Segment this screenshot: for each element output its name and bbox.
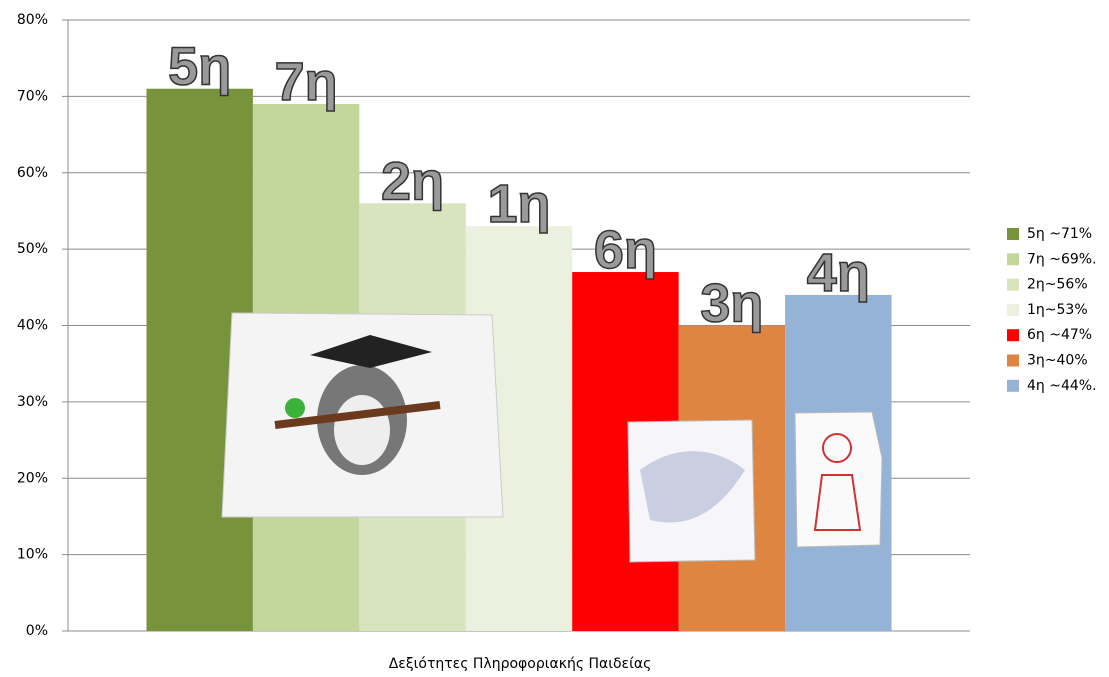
legend-label: 6η ~47% <box>1027 327 1092 343</box>
doctor-picture <box>794 411 883 548</box>
plot: 0% 10% 20% 30% 40% 50% 60% 70% 80% 5η 7η 2η 1η 6η 3η 4η <box>17 12 970 639</box>
branch <box>274 401 441 429</box>
y-tick-label: 20% <box>17 470 48 486</box>
legend-swatch <box>1007 329 1019 342</box>
legend-swatch <box>1007 354 1019 367</box>
owl-cap <box>310 335 432 368</box>
y-tick-label: 70% <box>17 88 48 104</box>
leaf <box>285 398 305 418</box>
x-axis-label: Δεξιότητες Πληροφοριακής Παιδείας <box>389 656 652 672</box>
bar-label: 6η <box>594 220 657 280</box>
y-tick-label: 0% <box>26 623 48 639</box>
legend-swatch <box>1007 228 1019 240</box>
legend-label: 5η ~71% <box>1027 226 1092 242</box>
legend-swatch <box>1007 379 1019 392</box>
legend-swatch <box>1007 278 1019 291</box>
legend-label: 2η~56% <box>1027 277 1088 293</box>
y-tick-label: 40% <box>17 318 48 334</box>
bar-label: 1η <box>487 174 550 234</box>
pictures <box>221 312 883 563</box>
legend-label: 3η~40% <box>1027 353 1088 369</box>
bar-label: 2η <box>381 151 444 211</box>
doctor-head <box>822 433 852 463</box>
bar-label: 7η <box>275 52 338 112</box>
owl-belly <box>334 395 390 465</box>
y-tick-label: 10% <box>17 547 48 563</box>
bar-label: 5η <box>168 37 231 97</box>
y-tick-label: 60% <box>17 165 48 181</box>
handshake <box>640 451 745 523</box>
bar-label: 4η <box>807 243 870 303</box>
y-tick-label: 80% <box>17 12 48 28</box>
legend-label: 4η ~44%. <box>1027 378 1097 394</box>
bar-label: 3η <box>700 274 763 334</box>
legend-label: 1η~53% <box>1027 302 1088 318</box>
legend-swatch <box>1007 303 1019 316</box>
doctor-body <box>813 474 862 531</box>
y-tick-label: 30% <box>17 394 48 410</box>
y-tick-label: 50% <box>17 241 48 257</box>
legend-swatch <box>1007 253 1019 266</box>
legend-label: 7η ~69%. <box>1027 251 1097 267</box>
